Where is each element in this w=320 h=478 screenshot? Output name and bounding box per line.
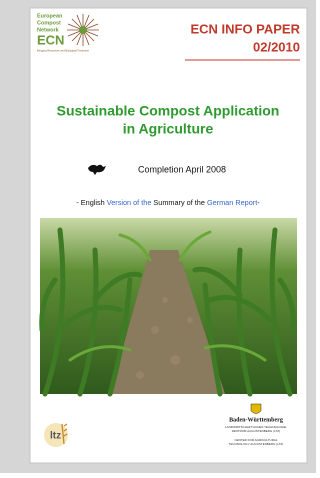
subtitle-part: German Report [207,198,257,207]
logo-line: Compost [37,20,61,26]
ltz-logo: ltz [44,423,68,447]
document-screenshot: European Compost Network ECN Bringing Re… [0,0,316,473]
logo-center [79,26,87,34]
paper-number: 02/2010 [253,39,300,54]
logo-line: European [37,13,63,19]
title-line: Sustainable Compost Application [57,103,280,119]
subtitle-part: Summary of the [151,198,207,207]
subtitle: - English Version of the Summary of the … [76,198,260,207]
cornfield-photo [40,218,297,394]
logo-abbr: ECN [37,32,64,47]
completion-date: Completion April 2008 [138,164,226,174]
subtitle-part: Version of the [107,198,152,207]
state-name: Baden-Württemberg [229,417,283,423]
subtitle-part: - English [76,198,106,207]
logo-tagline: Bringing Resources and Biological Treatm… [37,49,89,53]
institute-de: ZENTRUM AUGUSTENBERG (LTZ) [232,429,280,433]
institute-en: TECHNOLOGY AUGUSTENBERG (LTZ) [229,442,284,446]
ltz-text: ltz [50,431,61,442]
title-line: in Agriculture [123,121,214,137]
state-crest [251,404,261,414]
paper-label: ECN INFO PAPER [190,21,300,36]
